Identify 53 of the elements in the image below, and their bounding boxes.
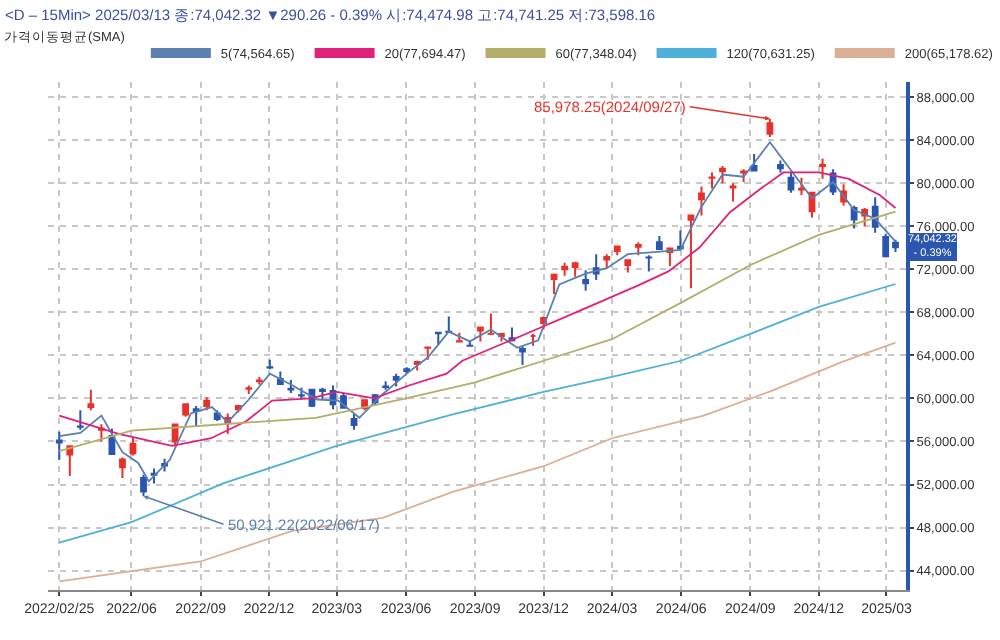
candlestick: [66, 444, 74, 477]
candlestick: [382, 380, 390, 391]
candlestick: [455, 331, 463, 344]
candlestick: [561, 261, 568, 277]
candlestick: [161, 457, 168, 473]
candlestick: [350, 412, 358, 431]
candlestick: [687, 213, 695, 290]
line-series: [58, 341, 897, 583]
candlestick: [487, 312, 495, 336]
candlestick: [613, 244, 621, 257]
candlestick: [403, 366, 411, 375]
candlestick: [245, 384, 253, 396]
candlestick: [698, 185, 705, 217]
candlestick: [424, 345, 432, 361]
candlestick: [192, 404, 200, 428]
candlestick: [571, 260, 579, 278]
line-series: [58, 141, 897, 483]
candlestick: [529, 332, 537, 347]
candlestick: [677, 229, 684, 251]
candlestick: [750, 153, 758, 173]
candlestick: [655, 234, 663, 251]
candlestick: [729, 182, 737, 203]
candlestick: [76, 409, 84, 431]
candlestick: [287, 379, 295, 395]
candlestick: [777, 159, 784, 174]
candlestick: [266, 358, 274, 371]
candlestick: [319, 386, 326, 401]
candlestick: [182, 402, 189, 418]
candlestick: [645, 254, 653, 273]
candlestick: [476, 326, 484, 343]
candlestick: [203, 396, 211, 412]
line-series: [58, 210, 897, 453]
candlestick: [87, 388, 95, 412]
candlestick: [624, 258, 632, 274]
candlestick: [298, 386, 305, 401]
candlestick: [798, 176, 805, 196]
line-series: [58, 283, 897, 544]
candlestick: [119, 456, 126, 480]
candlestick: [519, 344, 526, 367]
candlestick: [466, 339, 474, 348]
candlestick: [634, 241, 642, 257]
candlestick: [819, 157, 826, 180]
candlestick: [740, 168, 747, 184]
candlestick: [603, 253, 611, 270]
candlestick: [129, 436, 137, 457]
candlestick: [787, 171, 795, 194]
candlestick: [582, 269, 590, 292]
candlestick: [550, 272, 558, 296]
candlestick: [392, 372, 400, 388]
line-series: [58, 171, 897, 447]
candlestick: [55, 430, 63, 461]
candlestick: [719, 164, 726, 185]
candlestick: [708, 171, 716, 190]
